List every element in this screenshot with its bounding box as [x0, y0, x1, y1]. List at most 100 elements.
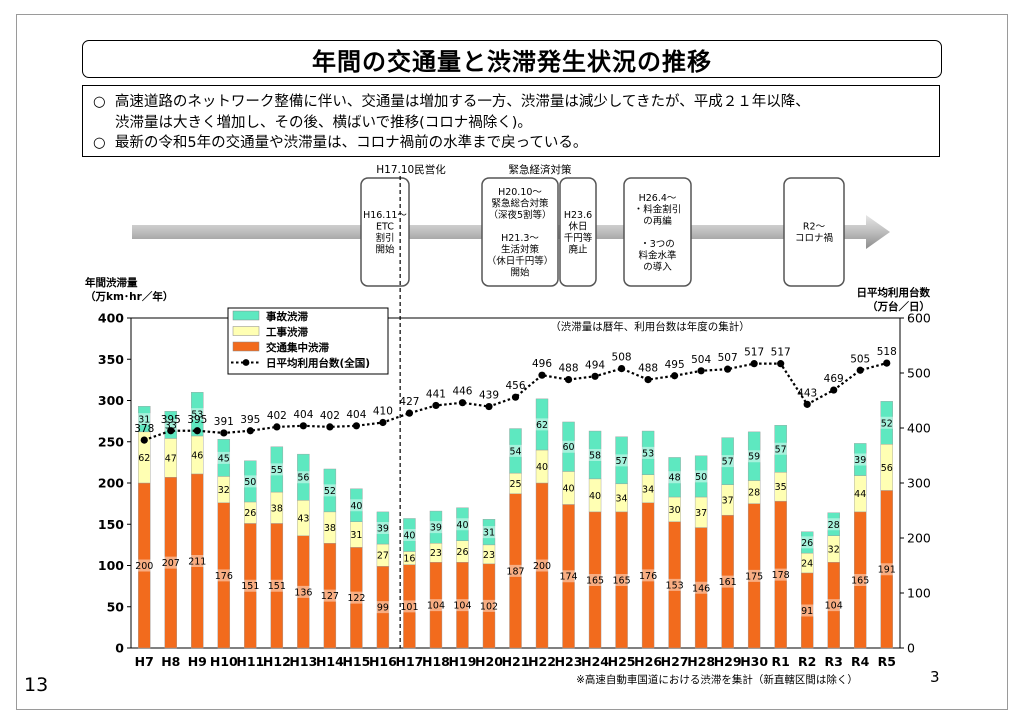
bar-value-label: 136 — [294, 587, 312, 598]
bar-value-label: 33 — [165, 420, 177, 431]
line-point — [830, 386, 838, 394]
line-value-label: 395 — [240, 414, 260, 426]
line-point — [246, 427, 254, 435]
timeline-event-line: ・3つの — [640, 239, 675, 250]
x-axis-tick-label: H9 — [188, 654, 207, 669]
bar-value-label: 30 — [669, 505, 681, 516]
bar-accident — [323, 468, 337, 513]
bar-value-label: 40 — [456, 520, 468, 531]
bar-value-label: 35 — [775, 482, 787, 493]
chart-annotation: （渋滞量は暦年、利用台数は年度の集計） — [550, 320, 750, 333]
bar-value-label: 122 — [347, 593, 365, 604]
right-axis-title: 日平均利用台数 — [857, 286, 931, 299]
bar-value-label: 62 — [536, 420, 548, 431]
legend-swatch — [232, 326, 260, 336]
bar-value-label-bg — [268, 579, 286, 592]
bar-value-label: 104 — [453, 601, 471, 612]
bar-value-label: 40 — [536, 462, 548, 473]
bar-value-label: 26 — [244, 508, 256, 519]
line-point — [724, 365, 732, 373]
bar-value-label: 50 — [244, 477, 256, 488]
bar-value-label-bg — [745, 569, 763, 582]
line-value-label: 517 — [744, 347, 764, 359]
bar-value-label: 55 — [271, 465, 283, 476]
x-axis-tick-label: H17 — [396, 654, 424, 669]
bar-value-label: 50 — [695, 472, 707, 483]
timeline-event-line: H26.4～ — [639, 193, 677, 204]
line-value-label: 395 — [187, 414, 207, 426]
line-value-label: 488 — [559, 363, 579, 375]
bar-value-label-bg — [400, 600, 418, 613]
bar-accident — [403, 518, 416, 552]
bar-value-label: 191 — [878, 565, 896, 576]
x-axis-tick-label: H24 — [581, 654, 609, 669]
bar-value-label: 211 — [188, 556, 206, 567]
line-point — [538, 371, 546, 379]
x-axis-tick-label: R2 — [798, 654, 816, 669]
timeline-event-line: H21.3～ — [501, 233, 539, 244]
left-axis-tick-label: 400 — [98, 311, 124, 326]
bar-value-label-bg — [533, 559, 551, 572]
bar-value-label-bg — [639, 569, 657, 582]
bar-accident — [138, 406, 151, 433]
line-value-label: 469 — [824, 373, 844, 385]
x-axis-tick-label: H16 — [369, 654, 397, 669]
x-axis-tick-label: H10 — [210, 654, 238, 669]
bar-value-label-bg — [427, 599, 445, 612]
x-axis-tick-label: H11 — [236, 654, 264, 669]
right-axis-tick-label: 100 — [907, 586, 931, 601]
line-point — [485, 402, 493, 411]
bar-value-label: 31 — [483, 528, 495, 539]
bar-value-label-bg — [188, 408, 206, 421]
bar-value-label: 32 — [218, 485, 230, 496]
bar-value-label: 28 — [828, 520, 840, 531]
line-point — [617, 365, 626, 373]
timeline-event-line: H16.11～ — [363, 210, 407, 221]
line-daily-traffic — [143, 362, 888, 442]
bar-value-label: 31 — [350, 530, 362, 541]
bar-accident — [270, 446, 284, 493]
x-axis-tick-label: H19 — [449, 654, 477, 669]
bar-value-label: 104 — [427, 601, 445, 612]
bar-accident — [880, 401, 893, 445]
timeline-event-line: の導入 — [643, 261, 672, 273]
bar-value-label: 101 — [400, 602, 418, 613]
x-axis-tick-label: R5 — [878, 654, 896, 669]
line-point — [750, 360, 758, 368]
x-axis-tick-label: R3 — [825, 654, 843, 669]
line-value-label: 427 — [399, 396, 419, 408]
privatization-label: H17.10民営化 — [376, 163, 446, 176]
bar-accident — [482, 519, 496, 546]
left-axis-tick-label: 100 — [98, 558, 124, 573]
bar-value-label-bg — [374, 521, 392, 534]
timeline-event-line: H20.10～ — [498, 187, 542, 198]
right-axis-tick-label: 200 — [907, 531, 931, 546]
x-axis-tick-label: H14 — [316, 654, 344, 669]
bar-value-label: 38 — [324, 523, 336, 534]
bar-value-label: 59 — [748, 452, 760, 463]
timeline-event-line: 廃止 — [568, 244, 588, 256]
bar-value-label: 151 — [268, 581, 286, 592]
bar-value-label: 39 — [854, 455, 866, 466]
line-point — [671, 372, 679, 380]
bar-value-label-bg — [666, 471, 684, 484]
line-value-label: 378 — [134, 423, 154, 435]
legend-entry: 事故渋滞 — [266, 310, 308, 323]
line-value-label: 508 — [612, 352, 632, 364]
line-value-label: 518 — [877, 346, 897, 358]
bar-accident — [694, 455, 708, 498]
bar-accident — [562, 421, 575, 472]
bar-value-label: 57 — [722, 457, 734, 468]
bar-value-label-bg — [188, 554, 206, 567]
bar-value-label: 53 — [191, 410, 203, 421]
timeline-event-line: R2～ — [803, 222, 826, 233]
timeline-event-line: （休日千円等） — [487, 255, 554, 267]
summary-box: ○ 高速道路のネットワーク整備に伴い、交通量は増加する一方、渋滞量は減少してきた… — [82, 85, 940, 157]
bar-value-label: 40 — [350, 501, 362, 512]
x-axis-tick-label: H21 — [502, 654, 530, 669]
bar-value-label: 32 — [828, 545, 840, 556]
x-axis-tick-label: R4 — [851, 654, 870, 669]
bar-value-label-bg — [586, 573, 604, 586]
bar-value-label: 34 — [616, 493, 628, 504]
